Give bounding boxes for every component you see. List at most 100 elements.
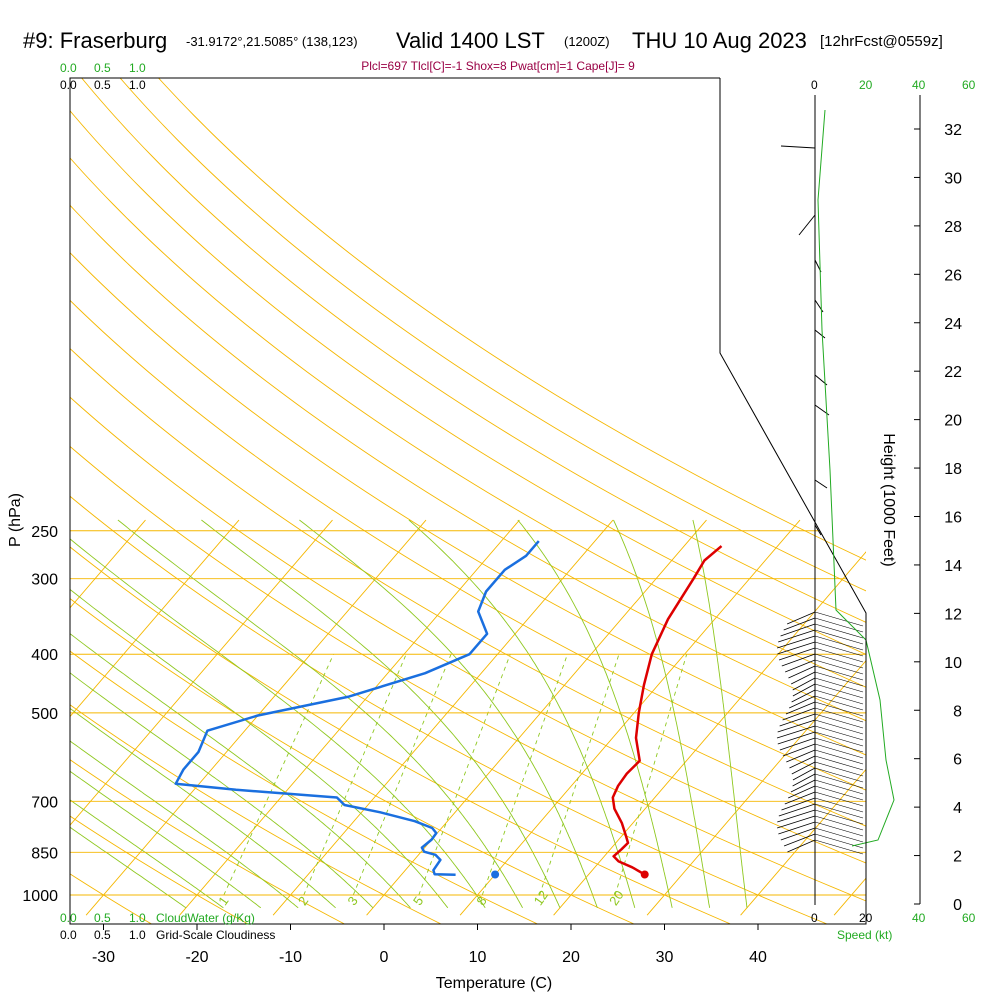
wind-barb (814, 767, 864, 783)
pressure-tick-label: 500 (31, 706, 58, 723)
cloud-top-black-0: 0.0 (60, 78, 77, 92)
speed-top-60: 60 (962, 78, 976, 92)
dry-adiabat-line (70, 110, 866, 655)
wind-barb (791, 761, 816, 775)
wind-barb (783, 833, 816, 847)
wind-barb (814, 329, 826, 339)
dry-adiabat-line (70, 759, 346, 924)
wind-barb (786, 749, 816, 763)
wind-barb (780, 145, 816, 149)
pressure-tick-label: 1000 (22, 888, 58, 905)
wind-barb (814, 749, 864, 765)
height-tick-label: 22 (944, 364, 962, 381)
surface-dewpoint-marker (491, 870, 500, 879)
wind-barb (814, 797, 864, 813)
mixing-ratio-line (352, 654, 452, 896)
wind-barb (814, 833, 864, 849)
pressure-tick-label: 300 (31, 572, 58, 589)
moist-adiabat-line (117, 519, 523, 909)
x-axis-title: Temperature (C) (436, 975, 552, 992)
wind-barb (814, 689, 864, 705)
wind-barb (781, 797, 816, 811)
wind-barb (792, 683, 816, 697)
chart-title-valid: Valid 1400 LST (396, 28, 545, 53)
pressure-tick-label: 700 (31, 794, 58, 811)
isotherm-line (553, 551, 866, 916)
cloud-bottom-green-2: 1.0 (129, 911, 146, 925)
height-tick-label: 0 (953, 897, 962, 914)
wind-barb (777, 809, 816, 823)
mixing-ratio-label: 5 (410, 894, 426, 909)
wind-barb (814, 671, 864, 687)
height-tick-label: 28 (944, 219, 962, 236)
wind-barb (814, 785, 864, 801)
pressure-tick-label: 250 (31, 524, 58, 541)
height-tick-label: 32 (944, 122, 962, 139)
x-tick-label: 30 (656, 949, 674, 966)
wind-barb (814, 761, 864, 777)
cloud-scale-top: 0.0 0.5 1.0 0.0 0.5 1.0 (60, 61, 146, 92)
moist-adiabat-line (70, 799, 224, 909)
pressure-tick-label: 850 (31, 845, 58, 862)
dry-adiabat-line (70, 347, 866, 827)
speed-bottom-60: 60 (962, 911, 976, 925)
height-tick-label: 6 (953, 752, 962, 769)
wind-barb (792, 677, 816, 691)
cloudiness-label: Grid-Scale Cloudiness (156, 928, 275, 942)
moist-adiabat-line (201, 519, 561, 909)
wind-barb (790, 671, 816, 685)
cloud-bottom-green-0: 0.0 (60, 911, 77, 925)
wind-barb (781, 653, 816, 667)
wind-barb (780, 623, 816, 637)
y-axis-title: P (hPa) (7, 493, 24, 547)
wind-barb (792, 773, 816, 787)
wind-barb (786, 611, 816, 625)
dewpoint-line (174, 540, 540, 877)
wind-barb (814, 809, 864, 825)
height-tick-label: 24 (944, 316, 962, 333)
speed-axis-label: Speed (kt) (837, 928, 892, 942)
wind-barb (784, 791, 816, 805)
x-tick-label: 40 (749, 949, 767, 966)
background-lines (70, 78, 866, 924)
wind-barb (814, 713, 864, 729)
chart-title-date: THU 10 Aug 2023 (632, 28, 807, 53)
surface-temperature-marker (640, 870, 649, 879)
height-tick-label: 10 (944, 655, 962, 672)
wind-barb (778, 803, 816, 817)
x-tick-label: 10 (469, 949, 487, 966)
wind-barb (785, 659, 816, 673)
wind-barb (814, 803, 864, 819)
chart-title-coords: -31.9172°,21.5085° (138,123) (186, 34, 358, 49)
indices-line: Plcl=697 Tlcl[C]=-1 Shox=8 Pwat[cm]=1 Ca… (361, 59, 635, 73)
speed-top-0: 0 (811, 78, 818, 92)
dry-adiabat-line (81, 78, 866, 623)
moist-adiabat-line (408, 519, 636, 908)
wind-barb (814, 839, 864, 855)
cloud-bottom-black-1: 0.5 (94, 928, 111, 942)
height-tick-label: 14 (944, 558, 962, 575)
moist-adiabat-line (70, 633, 411, 909)
chart-title-station: #9: Fraserburg (23, 28, 167, 53)
wind-barb (777, 719, 816, 733)
wind-profile (776, 95, 895, 924)
wind-barb (788, 665, 816, 679)
wind-barb (814, 677, 864, 693)
wind-barb (778, 629, 816, 643)
wind-barb (777, 731, 816, 745)
wind-barb (776, 725, 816, 739)
wind-barb (777, 641, 816, 655)
wind-barb (787, 839, 816, 853)
wind-barb (814, 743, 864, 759)
dry-adiabat-line (70, 495, 829, 924)
wind-barb (782, 707, 816, 721)
temperature-line (611, 545, 723, 876)
cloud-top-black-2: 1.0 (129, 78, 146, 92)
dry-adiabat-line (70, 157, 866, 688)
wind-barb (814, 641, 864, 657)
wind-barb (791, 689, 816, 703)
wind-barb (814, 773, 864, 789)
isotherm-line (70, 519, 333, 826)
x-tick-label: -30 (92, 949, 115, 966)
